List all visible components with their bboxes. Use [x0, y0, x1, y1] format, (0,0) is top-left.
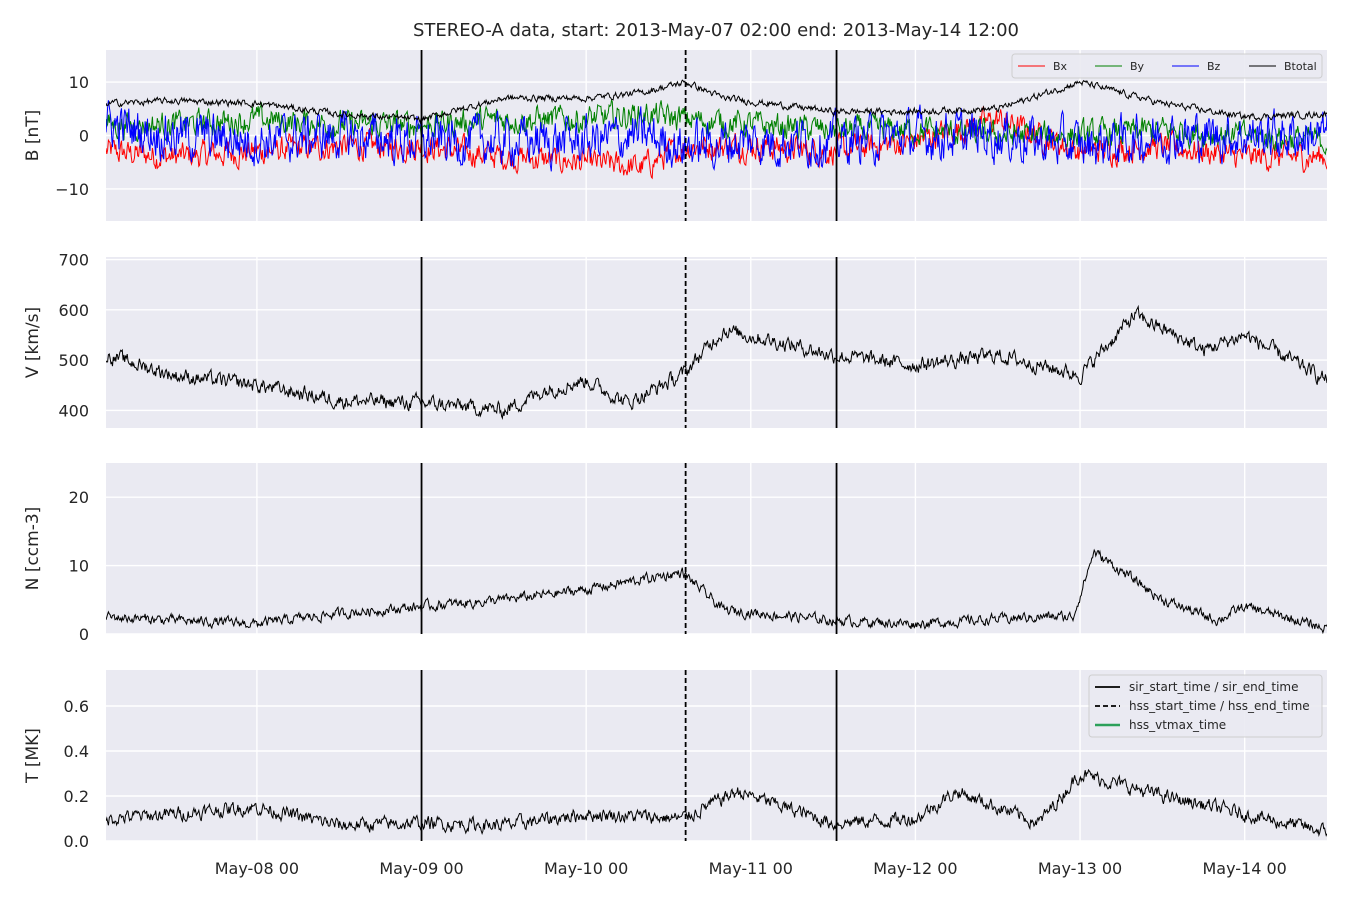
y-axis-label: B [nT]: [23, 110, 43, 162]
x-tick-label: May-10 00: [544, 859, 628, 878]
series-n: [106, 548, 1327, 634]
series-v: [106, 304, 1327, 421]
x-axis-ticks: May-08 00 May-09 00 May-10 00 May-11 00 May-…: [215, 859, 1287, 878]
legend-label: hss_start_time / hss_end_time: [1129, 699, 1310, 713]
y-tick-label: 600: [58, 301, 89, 320]
series-btotal: [106, 79, 1327, 125]
legend-label: sir_start_time / sir_end_time: [1129, 680, 1299, 694]
y-axis-label: T [MK]: [23, 728, 43, 784]
legend-events: sir_start_time / sir_end_time hss_start_t…: [1088, 674, 1323, 738]
y-tick-label: 10: [69, 557, 89, 576]
legend-label: hss_vtmax_time: [1129, 718, 1226, 732]
x-tick-label: May-12 00: [873, 859, 957, 878]
y-tick-label: 0.0: [64, 832, 89, 851]
x-tick-label: May-14 00: [1202, 859, 1286, 878]
legend-b: Bx By Bz Btotal: [1011, 53, 1323, 79]
x-tick-label: May-08 00: [215, 859, 299, 878]
series-t: [106, 768, 1327, 837]
panels: −10 0 10 B [nT] Bx By Bz Btotal 400 500 600 700 V [k…: [23, 50, 1327, 851]
panel-background: [106, 257, 1327, 428]
y-tick-label: 0.6: [64, 697, 89, 716]
legend-box: [1088, 674, 1323, 738]
chart-title: STEREO-A data, start: 2013-May-07 02:00 …: [413, 20, 1019, 41]
y-tick-label: 700: [58, 251, 89, 270]
y-tick-label: 10: [69, 73, 89, 92]
y-axis-label: N [ccm-3]: [23, 507, 43, 591]
series-bz: [106, 100, 1327, 172]
x-tick-label: May-11 00: [709, 859, 793, 878]
legend-label-btotal: Btotal: [1284, 60, 1317, 73]
y-tick-label: 0: [79, 625, 89, 644]
y-axis-label: V [km/s]: [23, 307, 43, 378]
panel-3: 0 10 20 N [ccm-3]: [23, 463, 1327, 644]
legend-box: [1011, 53, 1323, 79]
y-tick-label: −10: [55, 180, 89, 199]
y-tick-label: 0: [79, 127, 89, 146]
legend-label-bx: Bx: [1053, 60, 1068, 73]
legend-label-by: By: [1130, 60, 1145, 73]
panel-1: −10 0 10 B [nT] Bx By Bz Btotal: [23, 50, 1327, 221]
panel-2: 400 500 600 700 V [km/s]: [23, 251, 1327, 428]
panel-background: [106, 463, 1327, 634]
y-tick-label: 400: [58, 401, 89, 420]
y-tick-label: 0.2: [64, 787, 89, 806]
x-tick-label: May-09 00: [379, 859, 463, 878]
x-tick-label: May-13 00: [1038, 859, 1122, 878]
y-tick-label: 0.4: [64, 742, 89, 761]
y-tick-label: 20: [69, 488, 89, 507]
y-tick-label: 500: [58, 351, 89, 370]
legend-label-bz: Bz: [1207, 60, 1221, 73]
panel-4: 0.0 0.2 0.4 0.6 T [MK] sir_start_time / sir_e…: [23, 670, 1327, 851]
